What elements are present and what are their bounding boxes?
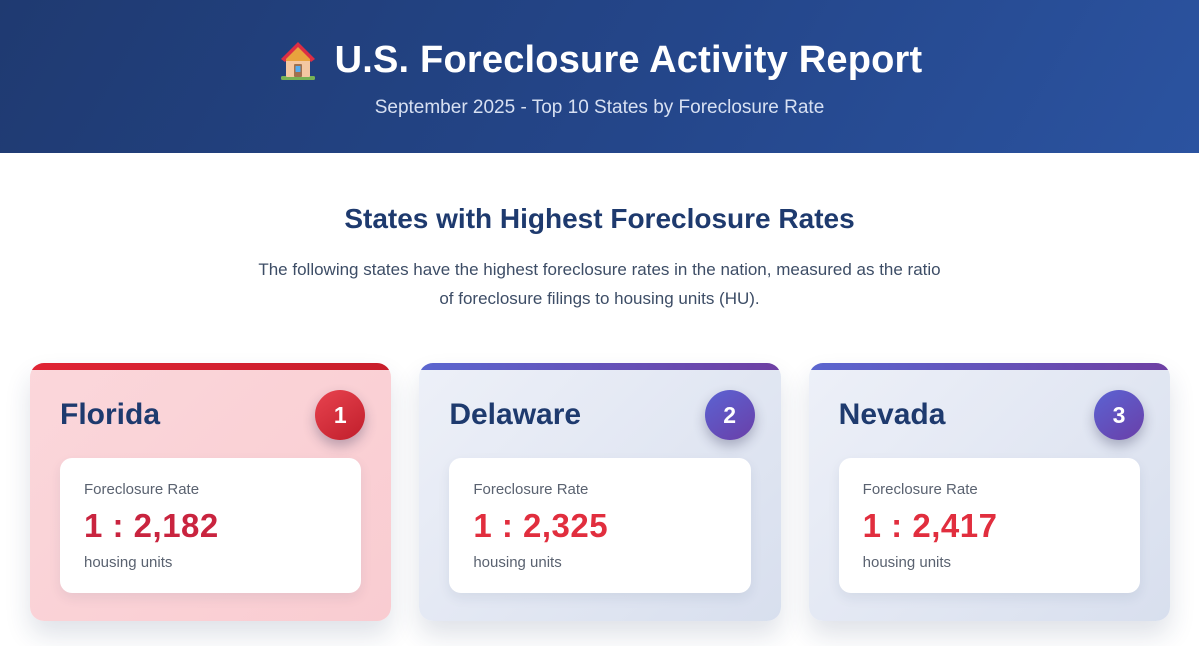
report-subtitle: September 2025 - Top 10 States by Forecl… [374, 96, 825, 118]
card-accent-strip [30, 363, 392, 370]
rate-value: 1 : 2,417 [862, 507, 998, 544]
rate-value: 1 : 2,182 [84, 507, 219, 544]
rate-unit: housing units [84, 554, 173, 571]
card-accent-strip [419, 363, 781, 370]
state-name: Delaware [449, 398, 582, 431]
rate-label: Foreclosure Rate [84, 481, 200, 498]
state-card-delaware: Delaware 2 Foreclosure Rate 1 : 2,325 ho… [419, 363, 781, 621]
report-title: U.S. Foreclosure Activity Report [334, 38, 923, 81]
state-name: Nevada [838, 398, 946, 431]
report-title-row: U.S. Foreclosure Activity Report [277, 39, 923, 82]
card-header: Nevada 3 [809, 370, 1170, 440]
state-name: Florida [60, 398, 161, 431]
rate-box: Foreclosure Rate 1 : 2,417 housing units [838, 458, 1140, 593]
state-cards-row: Florida 1 Foreclosure Rate 1 : 2,182 hou… [0, 363, 1199, 621]
rate-unit: housing units [473, 554, 562, 571]
house-icon [277, 39, 319, 81]
rate-unit: housing units [862, 554, 952, 571]
rank-badge: 1 [315, 390, 366, 440]
card-header: Florida 1 [30, 370, 391, 440]
rank-badge: 3 [1093, 390, 1144, 440]
rate-value: 1 : 2,325 [473, 507, 609, 544]
card-header: Delaware 2 [419, 370, 780, 440]
report-header: U.S. Foreclosure Activity Report Septemb… [0, 0, 1199, 153]
section-title: States with Highest Foreclosure Rates [344, 203, 855, 234]
rank-badge: 2 [704, 390, 755, 440]
state-card-florida: Florida 1 Foreclosure Rate 1 : 2,182 hou… [30, 363, 392, 621]
state-card-nevada: Nevada 3 Foreclosure Rate 1 : 2,417 hous… [808, 363, 1170, 621]
rate-box: Foreclosure Rate 1 : 2,182 housing units [60, 458, 362, 593]
section-description: The following states have the highest fo… [258, 260, 941, 308]
rate-label: Foreclosure Rate [473, 481, 589, 498]
rate-box: Foreclosure Rate 1 : 2,325 housing units [449, 458, 751, 593]
card-accent-strip [808, 363, 1170, 370]
report-body: States with Highest Foreclosure Rates Th… [0, 203, 1199, 621]
rate-label: Foreclosure Rate [862, 481, 978, 498]
